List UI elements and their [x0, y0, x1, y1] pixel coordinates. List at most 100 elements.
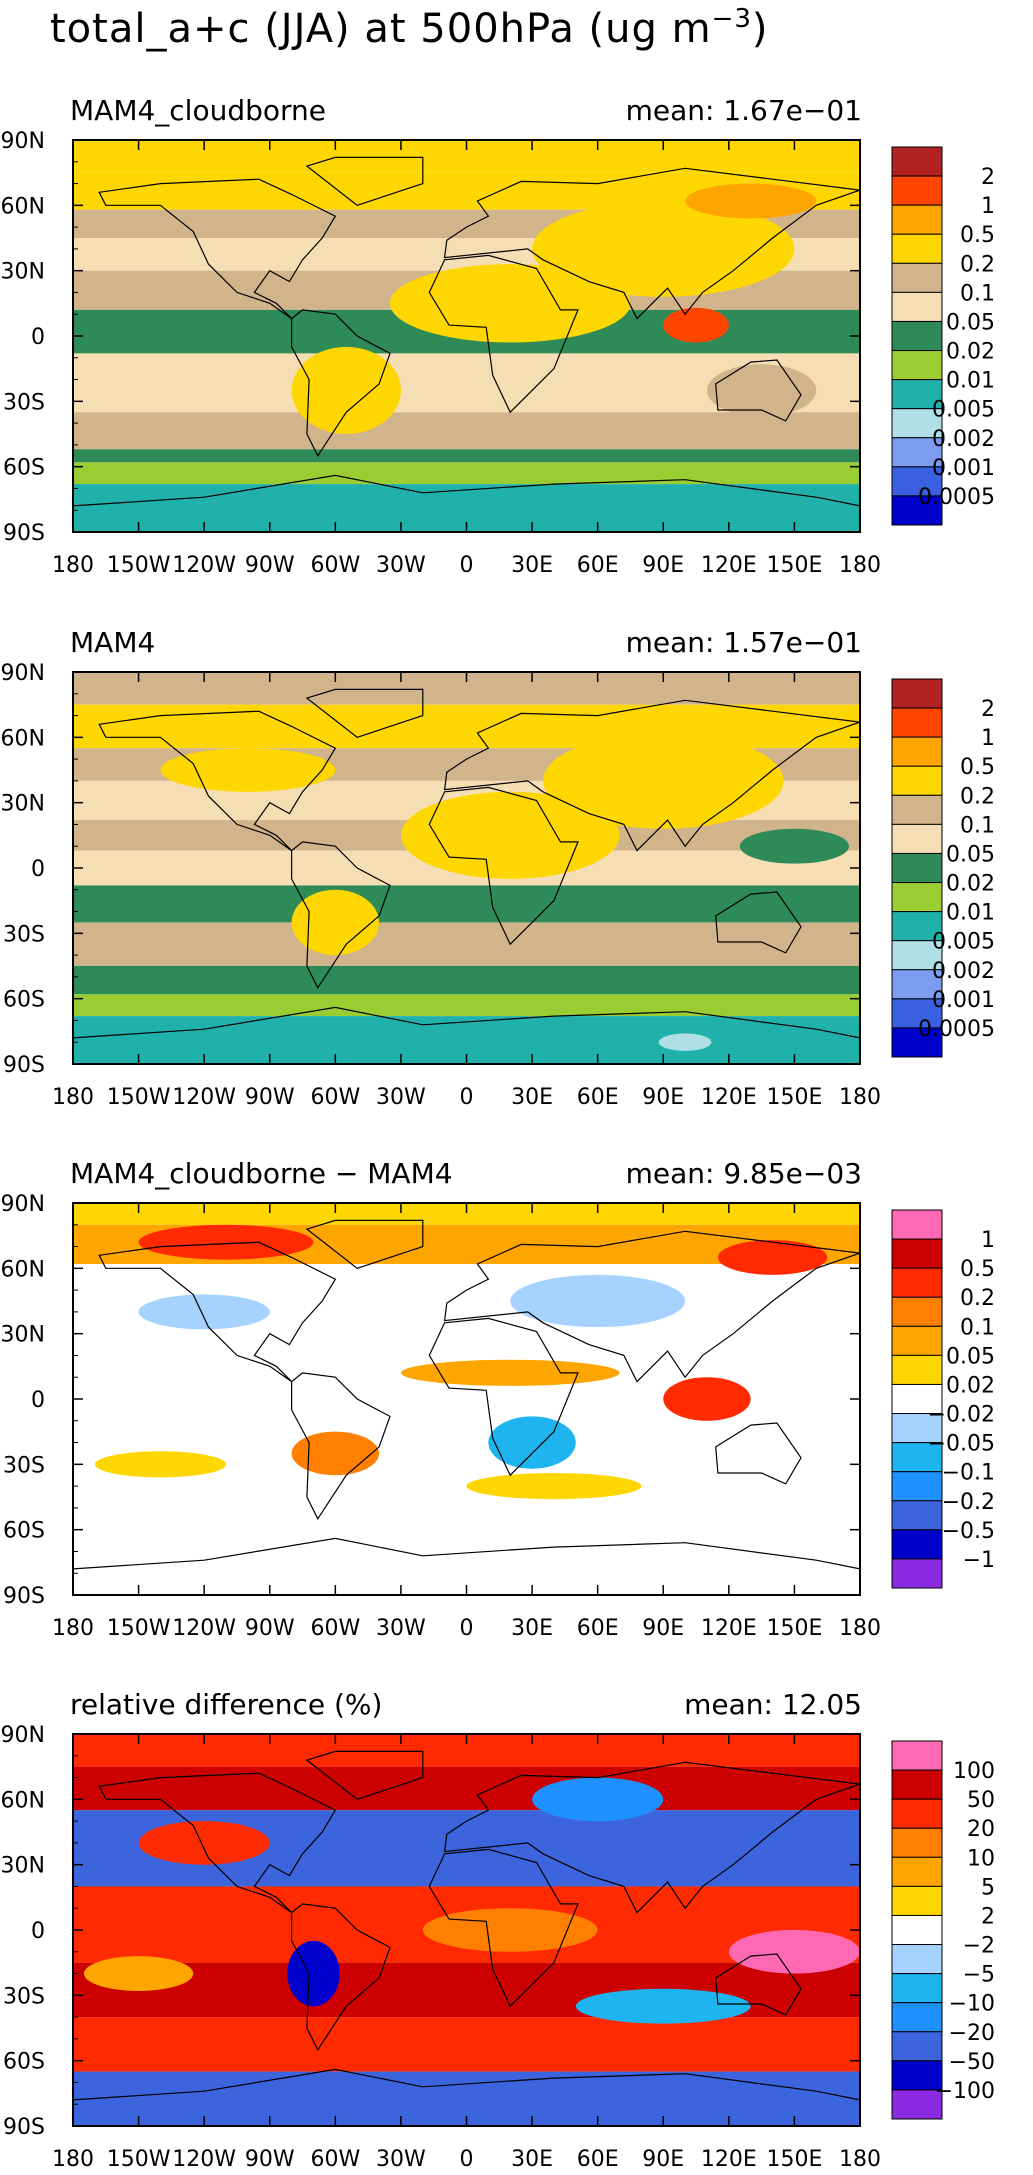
x-tick-label: 120W [172, 2147, 236, 2172]
field-blob [160, 748, 336, 792]
coastline [98, 710, 337, 852]
legend-label: 2 [981, 165, 995, 190]
x-tick-label: 150W [107, 1616, 171, 1641]
legend-label: 0.05 [946, 310, 995, 335]
coastline [98, 1772, 337, 1914]
coastline [291, 1903, 391, 2052]
x-tick-label: 60E [577, 553, 619, 578]
legend-label: 1 [981, 194, 995, 219]
field-blob [291, 346, 401, 435]
legend-swatch [891, 1500, 943, 1531]
legend-swatch [891, 678, 943, 709]
legend-swatch [891, 175, 943, 206]
y-tick-label: 30N [1, 792, 45, 817]
legend-swatch [891, 1325, 943, 1356]
field-blob [466, 1473, 642, 1500]
legend-label: 0.2 [960, 252, 995, 277]
field-band [73, 449, 860, 463]
legend-label: 0.0005 [918, 485, 995, 510]
legend-swatch [891, 233, 943, 264]
x-tick-label: 180 [52, 1616, 94, 1641]
map-panel-3: MAM4_cloudborne − MAM4 mean: 9.85e−03 90N 6… [1, 1157, 995, 1641]
field-blob [291, 889, 380, 956]
field-blob [291, 1431, 380, 1476]
coastline [443, 1230, 860, 1383]
field-band [73, 885, 860, 923]
x-tick-label: 0 [460, 553, 474, 578]
y-tick-label: 60N [1, 726, 45, 751]
legend-swatch [891, 823, 943, 854]
legend-label: 1 [981, 726, 995, 751]
legend-swatch [891, 1769, 943, 1800]
map-panel-4: relative difference (%) mean: 12.05 90N 60N… [1, 1688, 995, 2172]
field-blob [83, 1956, 194, 1991]
x-tick-label: 150E [766, 553, 822, 578]
coastline [305, 688, 424, 738]
field-blob [138, 1821, 270, 1865]
x-tick-label: 120E [701, 1085, 757, 1110]
legend-label: −0.05 [928, 1432, 995, 1457]
field-blob [422, 1908, 598, 1952]
legend-label: −5 [963, 1963, 995, 1988]
legend-label: 2 [981, 697, 995, 722]
legend-label: −50 [949, 2050, 995, 2075]
x-tick-label: 180 [839, 1085, 881, 1110]
legend-label: 0.5 [960, 1257, 995, 1282]
field-blob [138, 1294, 270, 1330]
field-band [73, 994, 860, 1017]
x-tick-label: 150W [107, 2147, 171, 2172]
y-tick-label: 0 [31, 325, 45, 350]
field-blob [543, 732, 784, 829]
y-tick-label: 90N [1, 1192, 45, 1217]
x-tick-label: 180 [52, 553, 94, 578]
y-tick-label: 90N [1, 661, 45, 686]
field-blob [663, 307, 729, 343]
field-blob [94, 1451, 227, 1478]
field-blob [287, 1940, 340, 2007]
coastline [443, 699, 860, 852]
y-tick-label: 60N [1, 1257, 45, 1282]
legend-label: 0.05 [946, 1344, 995, 1369]
y-tick-label: 90S [3, 521, 45, 546]
legend-swatch [891, 765, 943, 796]
x-tick-label: 90E [642, 553, 684, 578]
legend-label: 50 [967, 1788, 995, 1813]
x-tick-label: 180 [52, 1085, 94, 1110]
legend-swatch [891, 1944, 943, 1975]
x-tick-label: 180 [839, 2147, 881, 2172]
legend-swatch [891, 1529, 943, 1560]
legend-swatch [891, 1442, 943, 1473]
field-blob [400, 1359, 620, 1386]
y-tick-label: 30S [3, 922, 45, 947]
legend-swatch [891, 940, 943, 971]
x-tick-label: 0 [460, 2147, 474, 2172]
coastline [428, 254, 579, 414]
legend-label: 0.2 [960, 784, 995, 809]
field-blob [389, 264, 631, 343]
legend-swatch [891, 1914, 943, 1946]
legend-label: 2 [981, 1904, 995, 1929]
legend-label: 0.1 [960, 813, 995, 838]
legend-label: 0.002 [932, 959, 995, 984]
legend-swatch [891, 882, 943, 913]
x-tick-label: 30E [511, 553, 553, 578]
y-tick-label: 30N [1, 1323, 45, 1348]
panel-mean-label: mean: 12.05 [684, 1688, 862, 1721]
legend-label: 0.005 [932, 930, 995, 955]
y-tick-label: 30S [3, 1984, 45, 2009]
legend-label: −0.1 [942, 1461, 995, 1486]
legend-label: 0.1 [960, 281, 995, 306]
x-tick-label: 150E [766, 1616, 822, 1641]
legend-label: 0.02 [946, 340, 995, 365]
field-band [73, 704, 860, 749]
legend-swatch [891, 466, 943, 497]
x-tick-label: 90W [245, 1616, 295, 1641]
map-field [73, 1734, 860, 2126]
y-tick-label: 90N [1, 1723, 45, 1748]
legend-swatch [891, 2002, 943, 2033]
legend-swatch [891, 146, 943, 177]
x-tick-label: 30W [376, 1616, 426, 1641]
legend-swatch [891, 2031, 943, 2062]
legend-label: 0.001 [932, 988, 995, 1013]
